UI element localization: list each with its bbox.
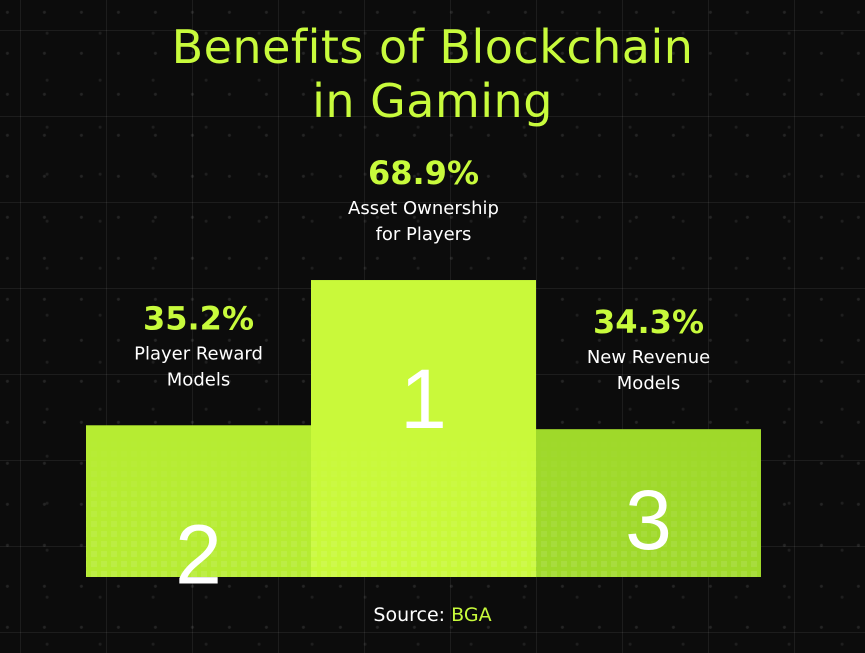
value-label: 68.9% [368, 154, 479, 192]
rank-label-1: 1 [400, 352, 447, 446]
category-label-line-1: Asset Ownership [348, 198, 499, 219]
source-prefix: Source: [373, 604, 446, 626]
value-label: 34.3% [593, 303, 704, 341]
category-label-line-2: Models [617, 373, 680, 394]
chart-title-line-1: Benefits of Blockchain [171, 20, 694, 74]
source-name[interactable]: BGA [451, 604, 492, 626]
bar-pixel-texture [86, 430, 761, 577]
category-label-line-1: Player Reward [134, 343, 263, 364]
category-label-line-2: Models [167, 369, 230, 390]
value-label: 35.2% [143, 299, 254, 337]
rank-label-2: 2 [175, 507, 222, 601]
source-note: Source: BGA [0, 604, 865, 626]
category-label-line-1: New Revenue [587, 347, 710, 368]
rank-label-3: 3 [625, 473, 672, 567]
chart-title-line-2: in Gaming [312, 74, 553, 128]
category-label-line-2: for Players [376, 224, 472, 245]
